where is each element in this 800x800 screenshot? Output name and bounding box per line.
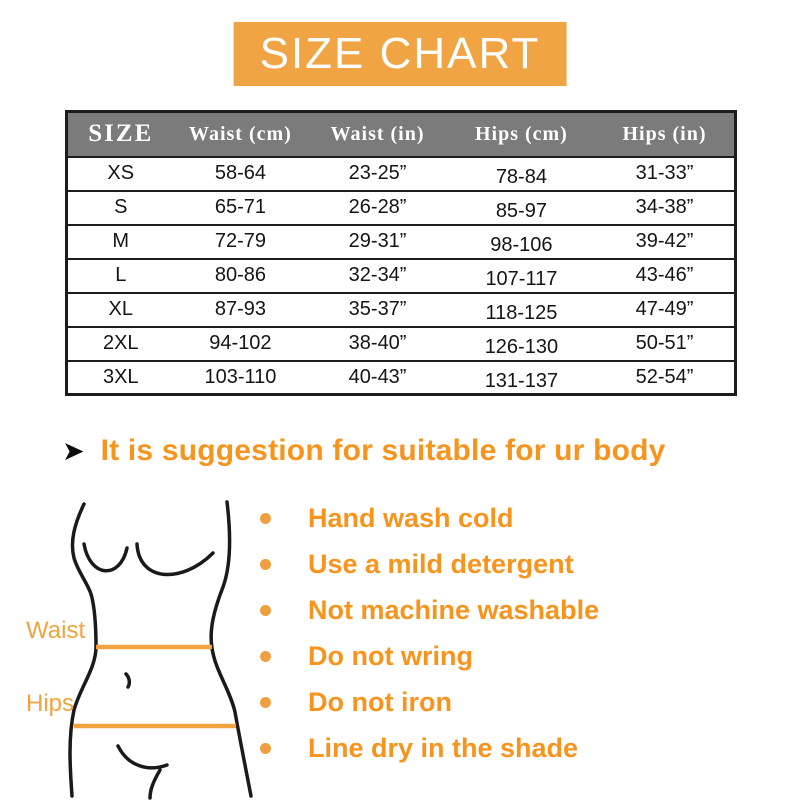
suggestion-line: ➤ It is suggestion for suitable for ur b… [62, 434, 666, 468]
care-list-item: Line dry in the shade [260, 733, 599, 763]
care-list-item: Do not wring [260, 641, 599, 671]
torso-right-outline [209, 500, 253, 798]
waist-label: Waist [26, 617, 85, 644]
measurement-cell: 126-130 [447, 325, 595, 362]
measurement-cell: 103-110 [173, 359, 308, 396]
table-header-row: SIZE Waist (cm) Waist (in) Hips (cm) Hips (i… [66, 111, 736, 158]
measurement-cell: 39-42” [594, 223, 736, 260]
hips-label: Hips [26, 690, 74, 717]
measurement-cell: 72-79 [173, 223, 308, 260]
size-cell: XL [66, 291, 174, 328]
care-list-item: Use a mild detergent [260, 549, 599, 579]
table-row: 3XL 103-110 40-43” 131-137 52-54” [66, 359, 736, 396]
measurement-cell: 47-49” [594, 291, 736, 328]
measurement-cell: 118-125 [447, 291, 595, 328]
page-title: SIZE CHART [233, 22, 567, 86]
measurement-cell: 58-64 [173, 155, 308, 192]
measurement-cell: 80-86 [173, 257, 308, 294]
size-cell: M [66, 223, 174, 260]
measurement-cell: 131-137 [447, 359, 595, 396]
measurement-cell: 23-25” [307, 155, 448, 192]
right-breast-curve [135, 542, 215, 577]
care-instruction-text: Line dry in the shade [308, 733, 579, 763]
size-cell: S [66, 189, 174, 226]
measurement-cell: 52-54” [594, 359, 736, 396]
measurement-cell: 43-46” [594, 257, 736, 294]
bullet-dot-icon [260, 512, 271, 524]
measurement-cell: 32-34” [307, 257, 448, 294]
bullet-dot-icon [260, 742, 271, 754]
care-instruction-text: Use a mild detergent [308, 549, 574, 579]
measurement-cell: 35-37” [307, 291, 448, 328]
table-row: S 65-71 26-28” 85-97 34-38” [66, 189, 736, 226]
measurement-cell: 78-84 [447, 155, 595, 192]
size-cell: 3XL [66, 359, 174, 396]
care-instruction-text: Do not iron [308, 687, 452, 717]
measurement-cell: 29-31” [307, 223, 448, 260]
size-cell: L [66, 257, 174, 294]
body-figure-illustration: Waist Hips [0, 490, 260, 800]
measurement-cell: 40-43” [307, 359, 448, 396]
measurement-cell: 50-51” [594, 325, 736, 362]
navel-mark [124, 672, 132, 689]
table-row: XL 87-93 35-37” 118-125 47-49” [66, 291, 736, 328]
measurement-cell: 87-93 [173, 291, 308, 328]
care-instruction-text: Hand wash cold [308, 503, 514, 533]
care-instructions-list: Hand wash cold Use a mild detergent Not ma… [260, 503, 599, 763]
size-chart-table: SIZE Waist (cm) Waist (in) Hips (cm) Hips (i… [65, 110, 737, 396]
suggestion-text: It is suggestion for suitable for ur bod… [100, 434, 666, 467]
measurement-cell: 94-102 [173, 325, 308, 362]
measurement-cell: 26-28” [307, 189, 448, 226]
bullet-dot-icon [260, 604, 271, 616]
table-row: XS 58-64 23-25” 78-84 31-33” [66, 155, 736, 192]
left-breast-curve [82, 542, 129, 573]
column-header-0: SIZE [66, 111, 174, 158]
care-list-item: Hand wash cold [260, 503, 599, 533]
measurement-cell: 31-33” [594, 155, 736, 192]
inner-thigh-line [148, 768, 162, 800]
torso-drawing: Waist Hips [26, 500, 253, 800]
care-instruction-text: Do not wring [308, 641, 473, 671]
column-header-3: Hips (cm) [447, 111, 595, 158]
measurement-cell: 107-117 [447, 257, 595, 294]
table-row: M 72-79 29-31” 98-106 39-42” [66, 223, 736, 260]
measurement-cell: 98-106 [447, 223, 595, 260]
size-cell: XS [66, 155, 174, 192]
column-header-2: Waist (in) [307, 111, 448, 158]
measurement-cell: 65-71 [173, 189, 308, 226]
care-list-item: Do not iron [260, 687, 599, 717]
column-header-4: Hips (in) [594, 111, 736, 158]
measurement-cell: 85-97 [447, 189, 595, 226]
bullet-dot-icon [260, 696, 271, 708]
column-header-1: Waist (cm) [173, 111, 308, 158]
bullet-dot-icon [260, 650, 271, 662]
measurement-cell: 34-38” [594, 189, 736, 226]
table-row: 2XL 94-102 38-40” 126-130 50-51” [66, 325, 736, 362]
care-instruction-text: Not machine washable [308, 595, 600, 625]
torso-left-outline [68, 502, 98, 798]
measurement-cell: 38-40” [307, 325, 448, 362]
table-row: L 80-86 32-34” 107-117 43-46” [66, 257, 736, 294]
arrow-icon: ➤ [62, 435, 85, 467]
size-cell: 2XL [66, 325, 174, 362]
bullet-dot-icon [260, 558, 271, 570]
care-list-item: Not machine washable [260, 595, 599, 625]
crotch-curve [116, 744, 169, 770]
